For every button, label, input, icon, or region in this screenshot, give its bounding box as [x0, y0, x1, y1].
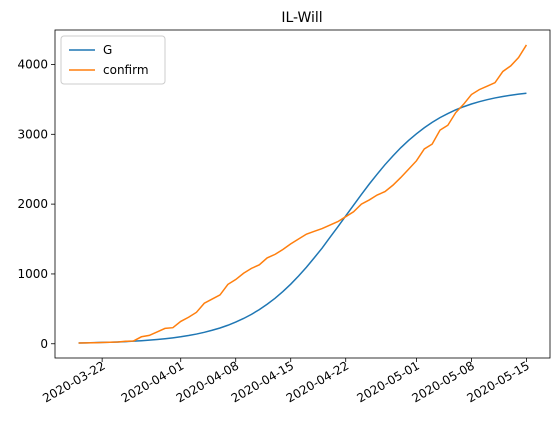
y-tick-label: 3000	[17, 127, 48, 141]
chart-title: IL-Will	[281, 10, 322, 26]
line-series	[78, 44, 528, 344]
legend-label: G	[103, 43, 112, 57]
line-series	[78, 92, 527, 344]
legend-label: confirm	[103, 63, 149, 77]
y-tick-label: 1000	[17, 267, 48, 281]
plot-area	[54, 29, 551, 359]
y-tick-label: 2000	[17, 197, 48, 211]
y-tick-label: 4000	[17, 57, 48, 71]
x-tick-label: 2020-05-15	[465, 358, 532, 405]
legend-box	[60, 35, 166, 85]
y-tick-label: 0	[40, 337, 48, 351]
x-tick-label: 2020-04-22	[284, 358, 351, 405]
x-tick-label: 2020-03-22	[40, 358, 107, 405]
